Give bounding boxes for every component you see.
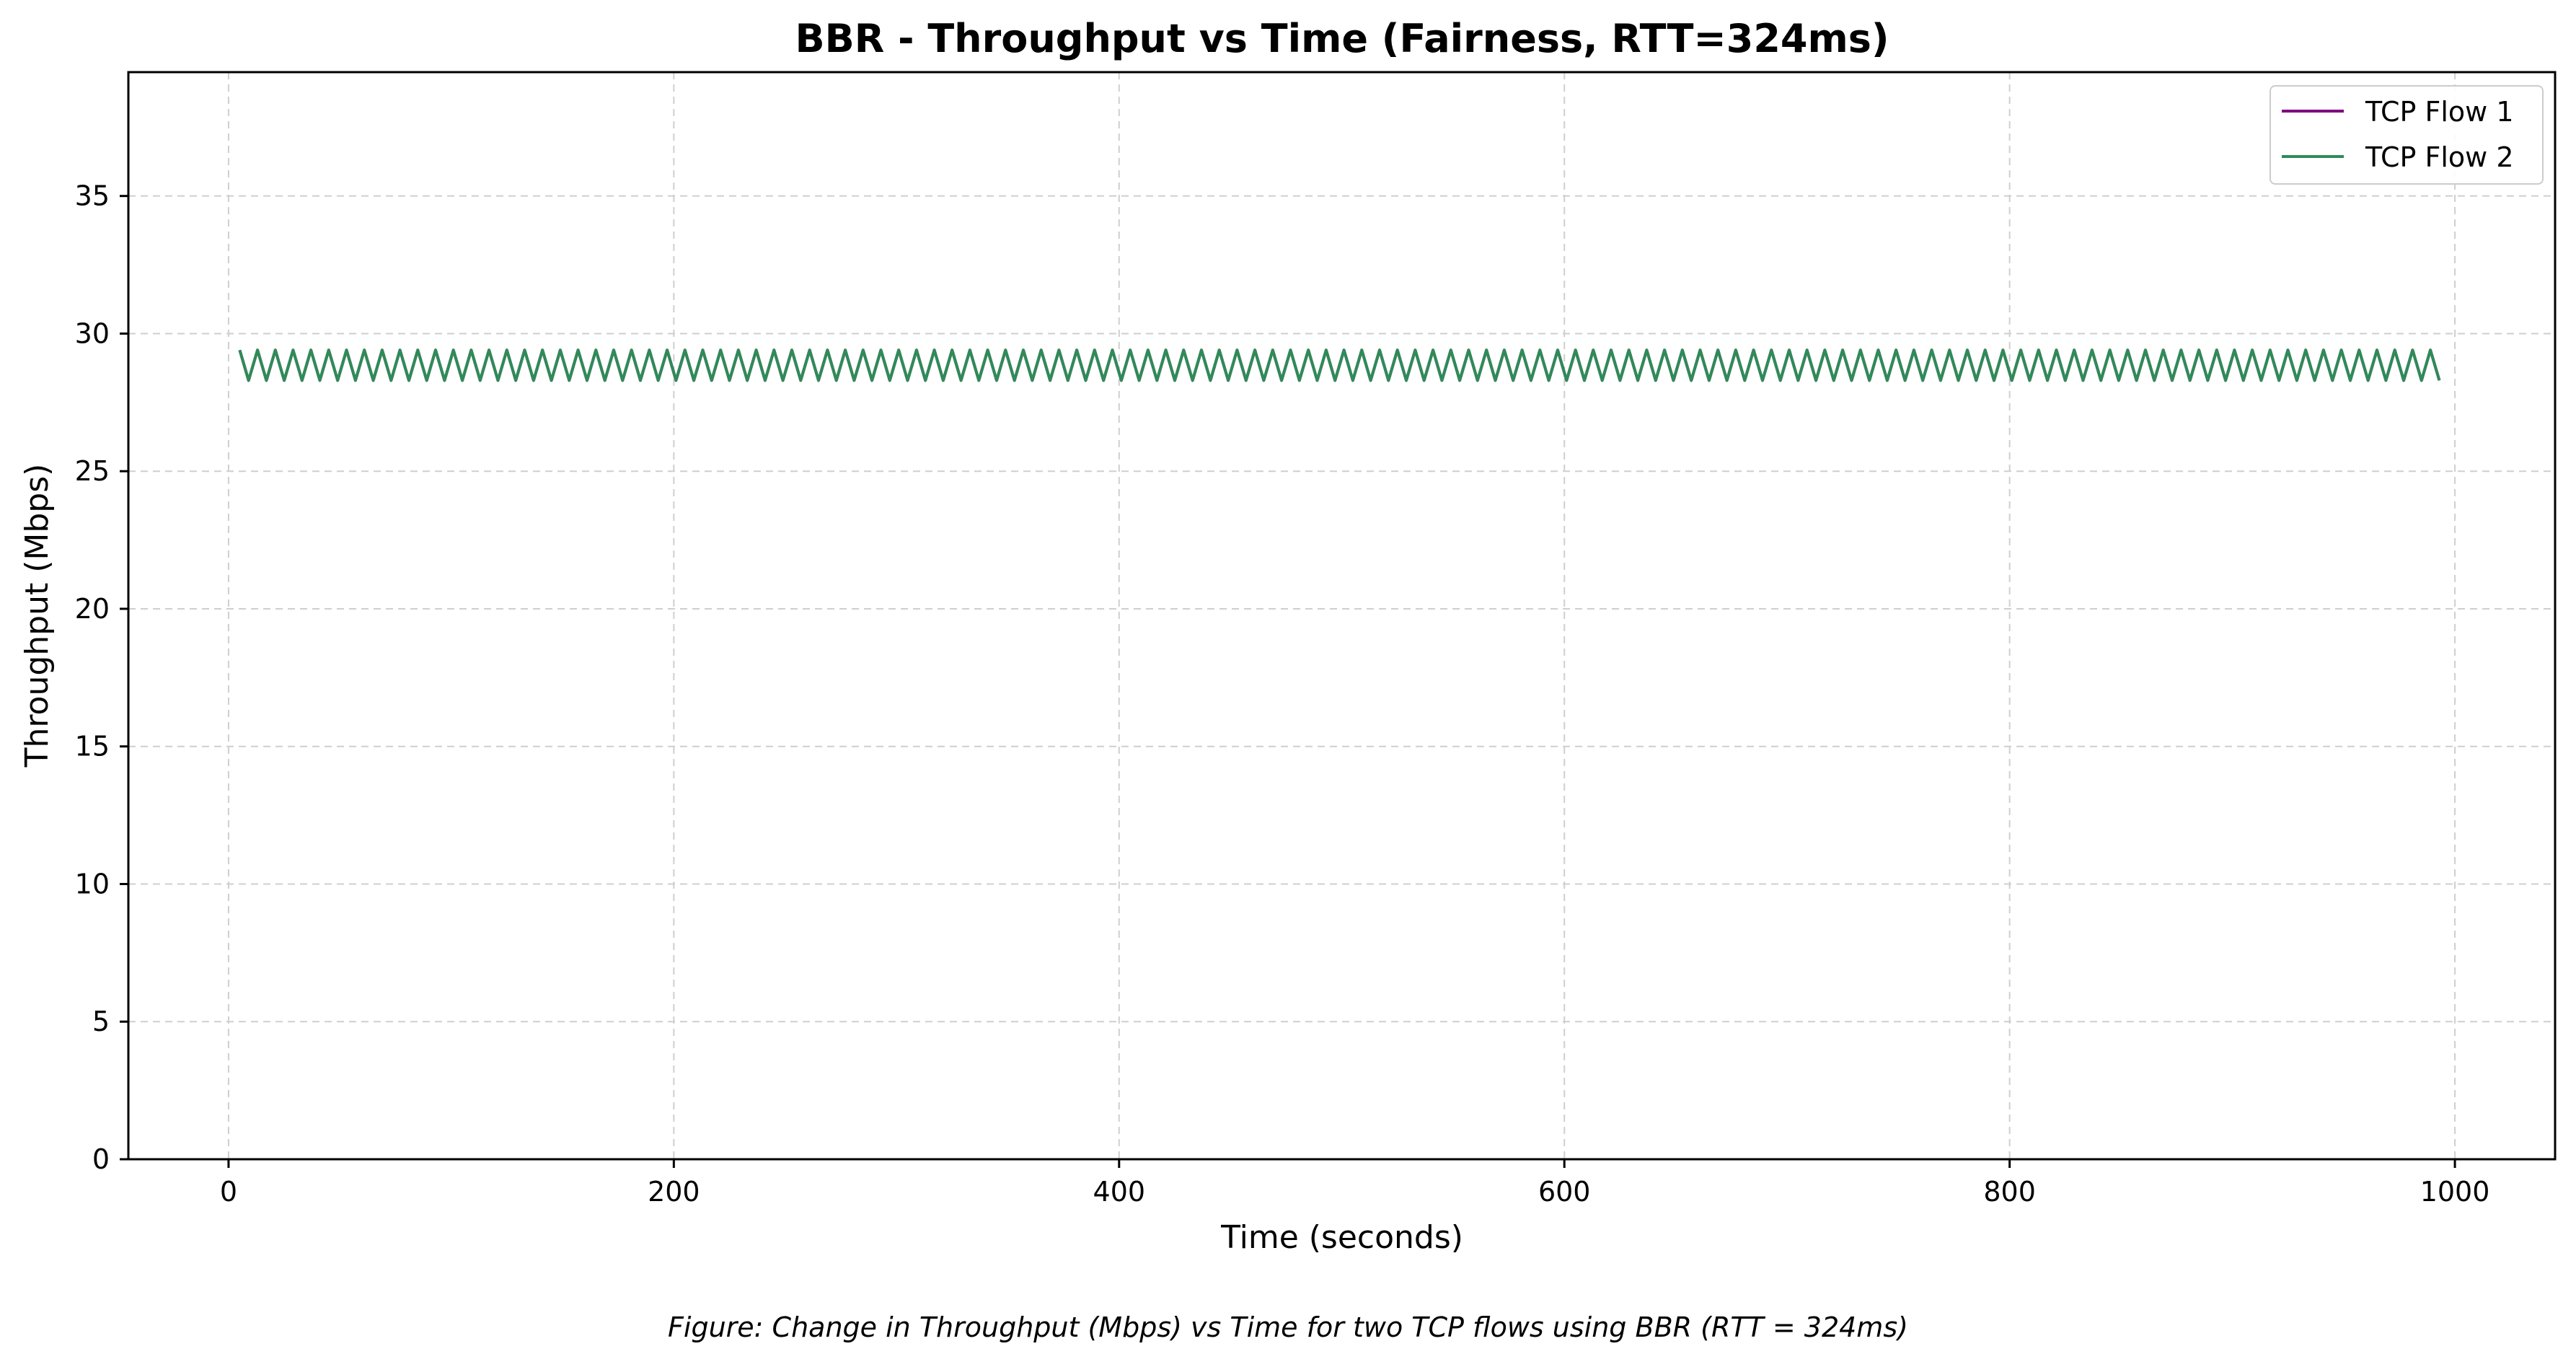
y-axis-ticks: 0 5 10 15 20 25 30 35 xyxy=(75,180,128,1175)
x-tick-label: 0 xyxy=(220,1176,237,1208)
series-line-flow-2 xyxy=(238,348,2441,382)
y-axis-label: Throughput (Mbps) xyxy=(19,464,56,768)
y-tick-label: 5 xyxy=(92,1006,110,1037)
x-axis-ticks: 0 200 400 600 800 1000 xyxy=(220,1159,2490,1208)
legend-label-flow-1: TCP Flow 1 xyxy=(2365,96,2514,128)
y-tick-label: 25 xyxy=(75,455,110,487)
x-tick-label: 800 xyxy=(1983,1176,2036,1208)
legend-label-flow-2: TCP Flow 2 xyxy=(2365,141,2514,173)
series-lines xyxy=(238,348,2441,382)
y-tick-label: 35 xyxy=(75,180,110,212)
figure-caption: Figure: Change in Throughput (Mbps) vs T… xyxy=(668,1311,1908,1343)
x-tick-label: 600 xyxy=(1538,1176,1591,1208)
x-tick-label: 400 xyxy=(1093,1176,1146,1208)
plot-frame xyxy=(127,71,2557,1161)
y-tick-label: 20 xyxy=(75,593,110,625)
grid xyxy=(128,72,2555,1159)
y-tick-label: 0 xyxy=(92,1143,110,1175)
x-tick-label: 200 xyxy=(648,1176,700,1208)
y-tick-label: 15 xyxy=(75,731,110,762)
y-tick-label: 10 xyxy=(75,868,110,900)
legend: TCP Flow 1 TCP Flow 2 xyxy=(2270,85,2544,185)
x-tick-label: 1000 xyxy=(2420,1176,2490,1208)
y-tick-label: 30 xyxy=(75,317,110,349)
chart-title: BBR - Throughput vs Time (Fairness, RTT=… xyxy=(795,16,1889,61)
x-axis-label: Time (seconds) xyxy=(1220,1219,1463,1256)
